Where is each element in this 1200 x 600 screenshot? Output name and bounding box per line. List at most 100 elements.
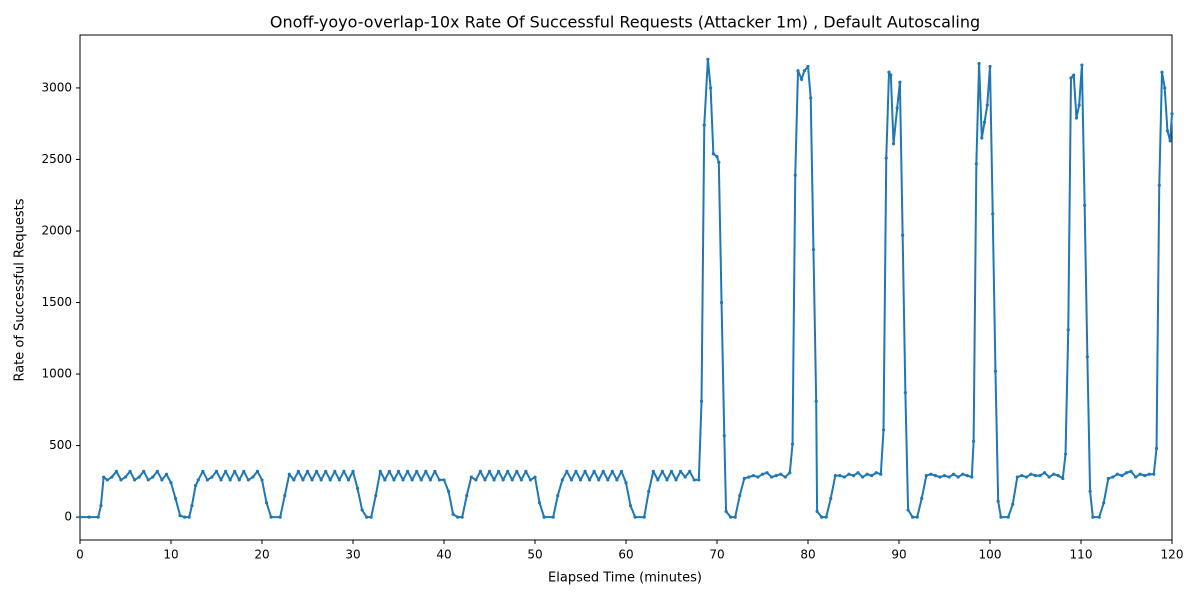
data-point [556,494,560,498]
data-point [446,489,451,493]
data-point [1063,452,1068,456]
x-tick-label: 90 [891,548,906,562]
data-point [751,474,756,478]
data-point [733,515,737,519]
data-point [961,472,965,476]
data-point [315,469,319,473]
data-point [492,478,496,482]
data-point [800,77,804,81]
data-point [151,475,155,479]
data-point [999,515,1003,519]
data-point [1011,502,1015,506]
data-point [278,515,282,519]
data-point [722,433,726,438]
data-point [820,515,824,519]
data-point [1168,139,1172,143]
data-point [715,155,719,159]
data-point [619,469,624,473]
data-point [178,514,182,518]
data-point [615,478,619,482]
data-point [783,475,787,479]
data-point [1015,475,1019,479]
data-point [719,300,724,305]
data-point [415,469,419,473]
data-point [597,478,601,482]
data-point [510,478,514,482]
data-point [1138,472,1142,476]
data-point [793,173,797,177]
y-tick-label: 3000 [41,80,72,94]
data-point [1143,474,1147,478]
data-point [870,474,874,478]
data-point [251,475,255,479]
data-point [1052,472,1056,476]
data-point [483,478,487,482]
data-point [1134,475,1138,479]
data-point [1047,475,1051,479]
data-point [560,478,564,482]
x-tick-label: 20 [254,548,269,562]
data-point [296,469,300,473]
data-point [78,515,82,519]
data-point [988,64,992,69]
data-point [1102,501,1106,505]
data-point [102,475,106,479]
data-point [401,478,405,482]
data-point [824,515,828,519]
data-point [424,469,428,473]
data-point [1160,70,1164,74]
data-point [515,469,519,473]
data-point [551,515,555,519]
data-point [881,428,886,432]
data-point [1033,474,1038,478]
data-point [779,472,783,476]
data-point [679,469,683,473]
data-point [419,478,423,482]
data-point [709,86,713,90]
data-point [146,478,150,482]
data-point [578,478,583,482]
data-point [996,499,1000,503]
data-point [1154,446,1159,451]
data-point [210,475,214,479]
y-tick-label: 2500 [41,152,72,166]
data-point [1043,471,1047,475]
data-point [324,469,328,473]
data-point [982,120,987,124]
data-point [606,478,610,482]
data-point [365,515,369,519]
data-point [133,478,137,482]
data-point [697,478,701,482]
data-point [433,469,437,473]
data-point [1097,515,1101,519]
data-point [319,478,323,482]
data-point [1129,469,1133,473]
data-point [833,474,837,478]
data-point [569,478,574,482]
data-point [524,469,528,473]
data-point [633,515,637,519]
data-point [99,504,103,508]
data-point [506,469,510,473]
x-tick-label: 50 [527,548,542,562]
data-point [173,496,178,501]
data-point [205,478,209,482]
data-point [164,472,169,476]
data-point [656,478,660,482]
data-point [742,476,746,481]
data-point [692,478,696,482]
data-point [756,475,760,479]
data-point [628,504,633,508]
data-point [1106,476,1110,481]
data-point [706,57,710,61]
data-point [246,478,250,482]
data-point [647,489,651,493]
data-point [187,515,191,519]
data-point [190,504,194,508]
data-point [196,478,200,482]
data-point [437,478,442,482]
data-point [142,469,146,473]
data-point [333,469,337,473]
data-point [528,478,533,482]
data-point [788,471,792,475]
